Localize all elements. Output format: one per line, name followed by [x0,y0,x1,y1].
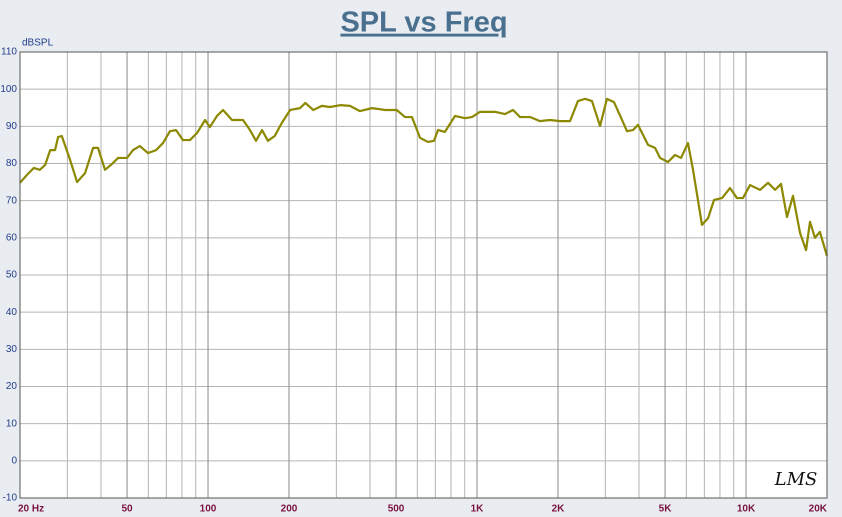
y-tick-label: 70 [6,195,18,206]
x-tick-label: 500 [388,504,405,515]
x-tick-label: 50 [121,504,133,515]
x-tick-label: 2K [552,504,566,515]
x-tick-label: 10K [737,504,756,515]
y-tick-label: -10 [3,493,18,504]
x-tick-label: 20 Hz [18,504,44,515]
marks [19,97,829,257]
x-tick-label: 5K [659,504,673,515]
y-tick-label: 80 [6,158,18,169]
x-tick-label: 200 [281,504,298,515]
y-tick-label: 10 [6,418,18,429]
y-tick-label: 0 [11,455,17,466]
y-tick-label: 20 [6,381,18,392]
y-axis-label: dBSPL [22,38,54,49]
y-tick-label: 30 [6,344,18,355]
y-tick-label: 40 [6,307,18,318]
y-tick-label: 50 [6,270,18,281]
response-line [19,97,829,257]
y-tick-label: 60 [6,232,18,243]
y-tick-label: 110 [1,47,17,58]
x-tick-label: 20K [809,504,828,515]
logo: LMS [774,469,818,490]
x-tick-label: 1K [471,504,485,515]
plot-border [19,51,828,499]
x-tick-label: 100 [200,504,217,515]
y-tick-label: 100 [0,84,17,95]
chart-title: SPL vs Freq [340,7,507,39]
y-tick-label: 90 [6,121,18,132]
grid [19,51,828,499]
